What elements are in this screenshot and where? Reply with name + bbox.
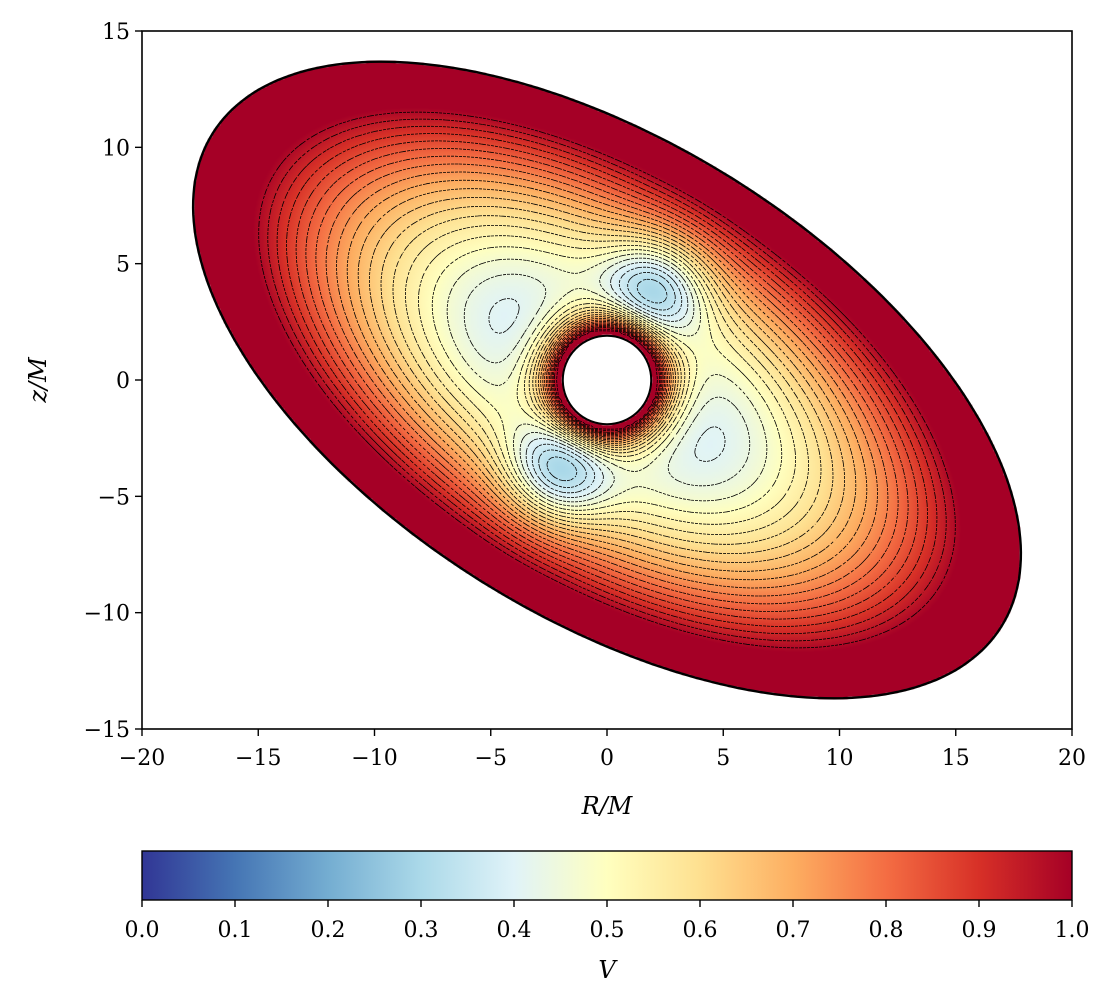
x-axis-ticks: −20 −15 −10 −5 0 5 10 15 20	[119, 729, 1086, 771]
streamline-arrow	[0, 0, 6, 5]
streamline-arrow	[0, 0, 6, 5]
contour-line	[295, 140, 919, 620]
contour-line	[431, 246, 783, 514]
colorbar-tick-label: 0.5	[590, 918, 625, 943]
contour-line	[276, 125, 938, 635]
x-tick-label: −20	[119, 746, 165, 771]
contour-line	[463, 257, 751, 503]
colorbar-bar	[141, 850, 1073, 901]
contour-line	[336, 171, 878, 589]
colorbar-label: V	[598, 956, 618, 984]
contour-line	[392, 215, 822, 545]
streamline-arrow	[0, 0, 6, 5]
streamline-arrow	[0, 0, 6, 5]
streamline-arrow	[0, 0, 6, 5]
contour-line	[418, 235, 796, 525]
colorbar-tick-label: 0.0	[125, 918, 160, 943]
colorbar-tick-label: 0.7	[776, 918, 811, 943]
contour-line	[286, 133, 928, 627]
contour-line	[488, 262, 726, 498]
contour-line	[325, 163, 889, 597]
contour-line	[531, 266, 683, 494]
colorbar-tick-label: 0.9	[962, 918, 997, 943]
contour-line	[267, 118, 947, 642]
streamline-arrow	[0, 0, 6, 5]
plot-area: −20 −15 −10 −5 0 5 10 15 20 −15 −10 −5 0 5 10 15 R/M z…	[0, 0, 1086, 820]
contour-line	[538, 272, 676, 488]
contour-line	[446, 253, 768, 507]
x-tick-label: −5	[475, 746, 507, 771]
domain-boundary	[191, 60, 1023, 700]
streamline-arrow	[0, 0, 6, 5]
x-axis-label: R/M	[581, 792, 634, 820]
streamline-arrow	[0, 0, 6, 5]
streamline-arrow	[0, 0, 6, 5]
x-tick-label: 0	[600, 746, 614, 771]
streamline-arrow	[0, 0, 6, 5]
contour-line	[315, 155, 899, 605]
y-tick-label: −15	[84, 718, 130, 743]
streamline-arrow	[0, 0, 6, 5]
contour-line	[405, 225, 809, 535]
streamline-arrow	[0, 0, 6, 5]
contour-line	[305, 148, 909, 612]
streamline-arrow	[0, 0, 6, 5]
contour-lines	[258, 111, 956, 649]
x-tick-label: 15	[942, 746, 970, 771]
streamline-arrow	[0, 0, 6, 5]
inner-hole-boundary	[561, 334, 653, 426]
colorbar-tick-label: 0.1	[218, 918, 253, 943]
colorbar-tick-label: 0.8	[869, 918, 904, 943]
streamline-arrow	[0, 0, 6, 5]
x-tick-label: 10	[826, 746, 854, 771]
streamline-arrow	[0, 0, 6, 5]
colorbar: 0.0 0.1 0.2 0.3 0.4 0.5 0.6 0.7 0.8 0.9 1.0 V	[125, 850, 1090, 984]
streamline-arrow	[0, 0, 6, 5]
colorbar-tick-label: 0.6	[683, 918, 718, 943]
streamline-arrow	[0, 0, 6, 5]
x-tick-label: −15	[235, 746, 281, 771]
contour-line	[346, 179, 868, 581]
x-tick-label: −10	[351, 746, 397, 771]
colorbar-ticks: 0.0 0.1 0.2 0.3 0.4 0.5 0.6 0.7 0.8 0.9 1.0	[125, 900, 1090, 943]
contour-line	[258, 111, 956, 649]
colorbar-tick-label: 0.4	[497, 918, 532, 943]
y-tick-label: 15	[102, 20, 130, 45]
y-tick-label: −5	[98, 485, 130, 510]
streamline-arrow	[0, 0, 6, 5]
streamline-arrow	[0, 0, 6, 5]
contour-line	[357, 188, 857, 572]
contour-line	[546, 278, 668, 482]
contour-line	[369, 197, 845, 563]
streamline-arrow	[0, 0, 6, 5]
y-axis-ticks: −15 −10 −5 0 5 10 15	[84, 20, 142, 743]
streamline-arrow	[0, 0, 6, 5]
streamline-arrow	[0, 0, 6, 5]
y-tick-label: 5	[116, 253, 130, 278]
y-tick-label: 10	[102, 136, 130, 161]
colorbar-tick-label: 0.2	[311, 918, 346, 943]
streamline-arrow	[0, 0, 6, 5]
y-tick-label: 0	[116, 369, 130, 394]
streamline-arrow	[0, 0, 6, 5]
streamline-arrow	[0, 0, 6, 5]
streamline-arrow	[0, 0, 6, 5]
x-tick-label: 20	[1058, 746, 1086, 771]
streamline-arrow	[0, 0, 6, 5]
streamline-arrow	[0, 0, 6, 5]
streamline-arrow	[0, 0, 6, 5]
streamline-arrow	[0, 0, 6, 5]
colorbar-tick-label: 0.3	[404, 918, 439, 943]
contour-line	[380, 206, 834, 554]
streamline-arrow	[0, 0, 6, 5]
streamline-arrow	[0, 0, 6, 5]
y-axis-label: z/M	[24, 356, 52, 404]
y-tick-label: −10	[84, 602, 130, 627]
x-tick-label: 5	[716, 746, 730, 771]
colorbar-tick-label: 1.0	[1055, 918, 1090, 943]
streamline-arrow	[0, 0, 6, 5]
